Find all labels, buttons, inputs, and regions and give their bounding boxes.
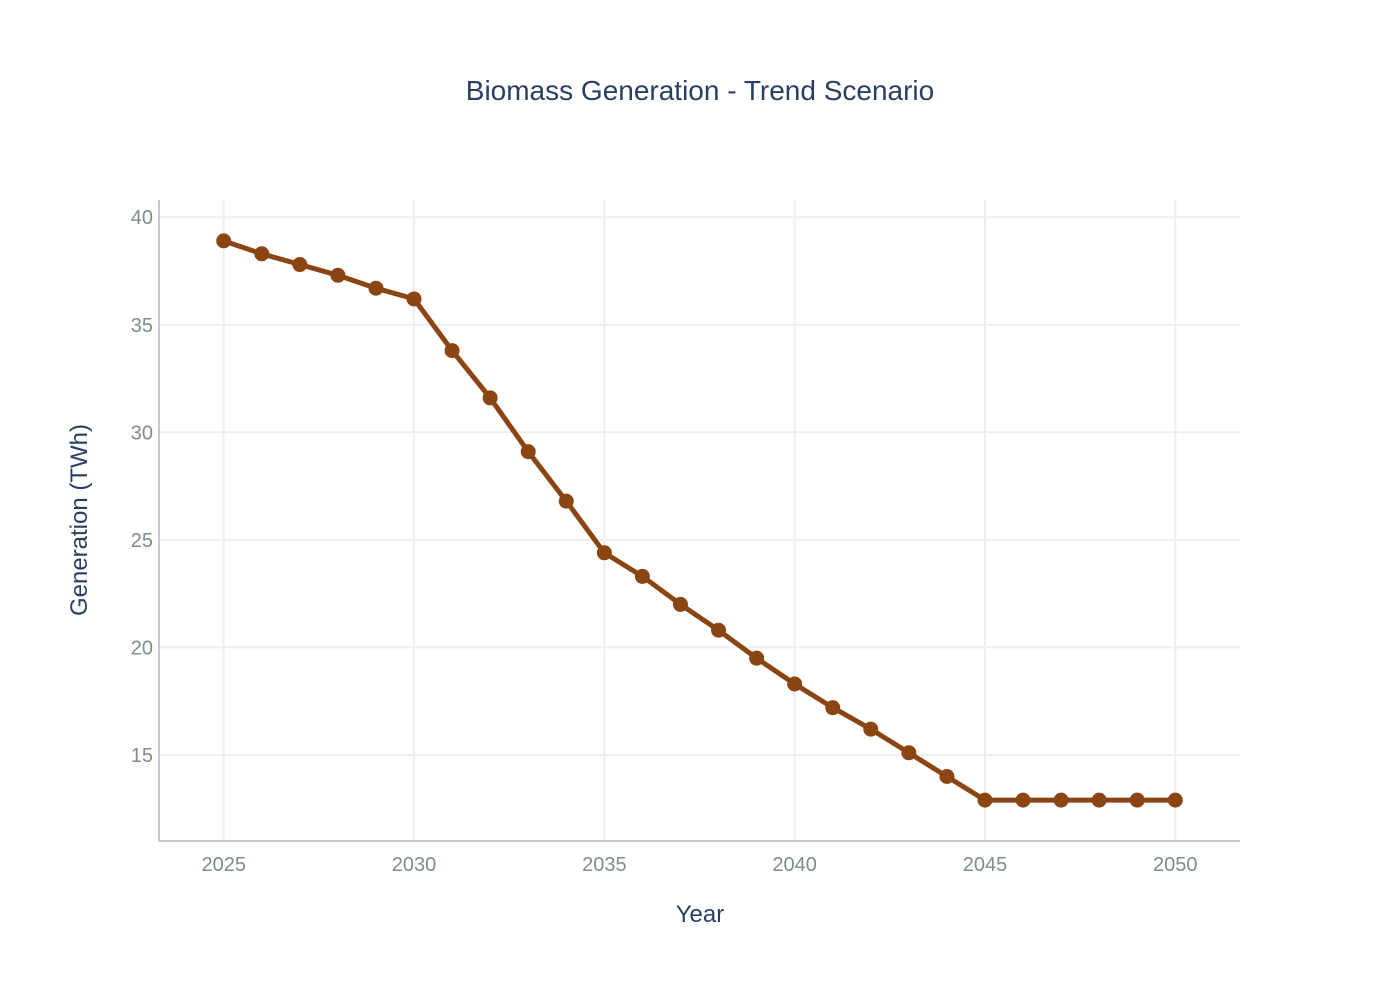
series-group — [216, 233, 1183, 808]
data-point[interactable] — [1053, 792, 1069, 808]
x-tick-label: 2040 — [772, 854, 817, 876]
data-point[interactable] — [825, 700, 841, 716]
data-point[interactable] — [901, 745, 917, 761]
y-tick-label: 40 — [131, 207, 153, 229]
data-point[interactable] — [406, 291, 422, 307]
x-tick-label: 2030 — [392, 854, 437, 876]
x-tick-label: 2035 — [582, 854, 627, 876]
x-tick-label: 2045 — [963, 854, 1008, 876]
data-point[interactable] — [787, 676, 803, 692]
data-point[interactable] — [444, 343, 460, 359]
grid-lines — [159, 200, 1240, 841]
data-point[interactable] — [1129, 792, 1145, 808]
data-point[interactable] — [863, 721, 879, 737]
y-tick-label: 15 — [131, 745, 153, 767]
data-point[interactable] — [292, 257, 308, 273]
data-point[interactable] — [558, 493, 574, 509]
y-tick-label: 25 — [131, 530, 153, 552]
axes — [158, 200, 1240, 842]
data-point[interactable] — [482, 390, 498, 406]
data-point[interactable] — [330, 267, 346, 283]
data-point[interactable] — [672, 596, 688, 612]
data-point[interactable] — [1091, 792, 1107, 808]
chart-title: Biomass Generation - Trend Scenario — [466, 75, 934, 106]
x-tick-label: 2025 — [201, 854, 246, 876]
data-point[interactable] — [711, 622, 727, 638]
data-point[interactable] — [977, 792, 993, 808]
data-point[interactable] — [1167, 792, 1183, 808]
data-point[interactable] — [368, 280, 384, 296]
x-tick-label: 2050 — [1153, 854, 1198, 876]
y-tick-label: 20 — [131, 637, 153, 659]
data-point[interactable] — [749, 650, 765, 666]
data-point[interactable] — [216, 233, 232, 249]
y-tick-label: 35 — [131, 315, 153, 337]
y-axis-title: Generation (TWh) — [66, 424, 93, 616]
data-point[interactable] — [596, 545, 612, 561]
data-point[interactable] — [520, 444, 536, 460]
data-point[interactable] — [939, 768, 955, 784]
x-axis-title: Year — [676, 901, 725, 928]
data-point[interactable] — [1015, 792, 1031, 808]
data-point[interactable] — [634, 568, 650, 584]
y-tick-label: 30 — [131, 422, 153, 444]
data-point[interactable] — [254, 246, 270, 262]
